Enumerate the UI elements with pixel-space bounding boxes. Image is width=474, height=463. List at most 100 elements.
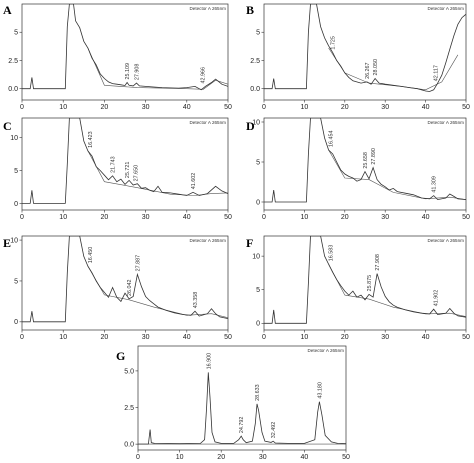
x-tick-label: 30: [381, 334, 389, 341]
y-tick-label: 0: [256, 199, 260, 206]
x-tick-label: 0: [20, 214, 24, 221]
panel-d: D Detector A 265nm 0 10 20 30 40 50 0 5 10 16.454 25…: [246, 117, 470, 221]
x-tick-label: 20: [341, 334, 349, 341]
detector-label: Detector A 265nm: [427, 120, 464, 125]
y-tick-label: 0: [256, 321, 260, 328]
plot-frame: [263, 3, 467, 101]
y-tick-label: 5: [14, 278, 18, 285]
panel-letter: B: [246, 3, 254, 17]
y-tick-label: 10: [252, 119, 260, 126]
y-tick-label: 5: [14, 168, 18, 175]
x-tick-label: 10: [176, 454, 184, 461]
panel-a: A Detector A 265nm 0 10 20 30 40 50 0.0 2.5 5 25.10…: [3, 3, 232, 111]
detector-label: Detector A 265nm: [427, 6, 464, 11]
y-tick-label: 2.5: [250, 58, 260, 65]
chromatogram-series: [138, 372, 346, 445]
x-tick-label: 0: [20, 334, 24, 341]
panel-letter: E: [3, 236, 11, 250]
x-tick-label: 10: [301, 214, 309, 221]
panel-c: C Detector A 265nm 0 10 20 30 40 50 0 5 10 16.423 21…: [3, 117, 232, 221]
peak-label: 27.908: [135, 64, 141, 81]
baseline-series: [87, 266, 228, 318]
detector-label: Detector A 265nm: [189, 120, 226, 125]
x-tick-label: 40: [183, 334, 191, 341]
x-tick-label: 30: [142, 334, 150, 341]
chromatogram-series: [264, 118, 466, 203]
plot-frame: [21, 117, 229, 211]
y-tick-label: 2.5: [8, 58, 18, 65]
x-tick-label: 10: [59, 104, 67, 111]
y-tick-label: 0.0: [8, 86, 18, 93]
y-tick-label: 2.5: [124, 405, 134, 412]
x-tick-label: 10: [59, 214, 67, 221]
x-tick-label: 50: [462, 334, 470, 341]
x-tick-label: 0: [262, 214, 266, 221]
peak-label: 28.633: [255, 384, 261, 401]
y-tick-label: 5.0: [124, 368, 134, 375]
panel-g: G Detector A 265nm 0 10 20 30 40 50 0.0 2.5 5.0 16.…: [116, 345, 350, 461]
peak-label: 42.966: [200, 67, 206, 84]
x-tick-label: 0: [136, 454, 140, 461]
y-tick-label: 5: [256, 30, 260, 37]
x-tick-label: 20: [101, 334, 109, 341]
peak-label: 32.492: [271, 422, 277, 439]
peak-label: 26.042: [127, 279, 133, 296]
x-tick-label: 50: [224, 334, 232, 341]
peak-label: 43.358: [193, 292, 199, 309]
detector-label: Detector A 265nm: [307, 348, 344, 353]
baseline-series: [328, 149, 466, 200]
peak-label: 27.908: [375, 254, 381, 271]
x-tick-label: 0: [262, 334, 266, 341]
x-tick-label: 30: [142, 104, 150, 111]
panel-b: B Detector A 265nm 0 10 20 30 40 50 0.0 2.5 5 1.725…: [246, 3, 470, 111]
plot-frame: [21, 235, 229, 331]
chromatogram-series: [22, 236, 228, 323]
peak-label: 25.109: [125, 63, 131, 80]
peak-label: 16.900: [206, 353, 212, 370]
peak-label: 1.725: [331, 36, 337, 50]
y-tick-label: 10: [10, 237, 18, 244]
peak-label: 24.792: [239, 417, 245, 434]
chromatogram-series: [264, 236, 466, 324]
peak-label: 27.890: [371, 148, 377, 165]
panel-letter: G: [116, 349, 125, 363]
x-tick-label: 40: [422, 334, 430, 341]
x-tick-label: 20: [217, 454, 225, 461]
x-tick-label: 50: [224, 104, 232, 111]
peak-label: 27.650: [133, 165, 139, 182]
x-tick-label: 50: [462, 214, 470, 221]
x-tick-label: 40: [301, 454, 309, 461]
plot-frame: [21, 3, 229, 101]
peak-label: 21.743: [111, 156, 117, 173]
x-tick-label: 50: [342, 454, 350, 461]
y-tick-label: 5: [256, 159, 260, 166]
peak-label: 25.875: [367, 275, 373, 292]
peak-label: 25.721: [125, 162, 131, 179]
peak-label: 16.423: [88, 131, 94, 148]
panel-e: E Detector A 265nm 0 10 20 30 40 50 0 5 10 16.450 26…: [3, 235, 232, 341]
x-tick-label: 50: [224, 214, 232, 221]
x-tick-label: 50: [462, 104, 470, 111]
peak-label: 25.658: [363, 152, 369, 169]
x-tick-label: 40: [183, 104, 191, 111]
x-tick-label: 0: [262, 104, 266, 111]
detector-label: Detector A 265nm: [189, 238, 226, 243]
peak-label: 41.309: [432, 176, 438, 193]
peak-label: 27.887: [135, 255, 141, 272]
panel-letter: D: [246, 119, 255, 133]
x-tick-label: 30: [259, 454, 267, 461]
x-tick-label: 20: [101, 104, 109, 111]
detector-label: Detector A 265nm: [427, 238, 464, 243]
plot-frame: [137, 345, 347, 451]
y-tick-label: 5: [14, 30, 18, 37]
baseline-series: [87, 150, 228, 196]
x-tick-label: 30: [381, 214, 389, 221]
peak-label: 41.602: [191, 173, 197, 190]
x-tick-label: 30: [381, 104, 389, 111]
x-tick-label: 20: [341, 104, 349, 111]
peak-label: 16.450: [88, 247, 94, 264]
plot-frame: [263, 235, 467, 331]
panel-letter: C: [3, 119, 12, 133]
x-tick-label: 20: [101, 214, 109, 221]
